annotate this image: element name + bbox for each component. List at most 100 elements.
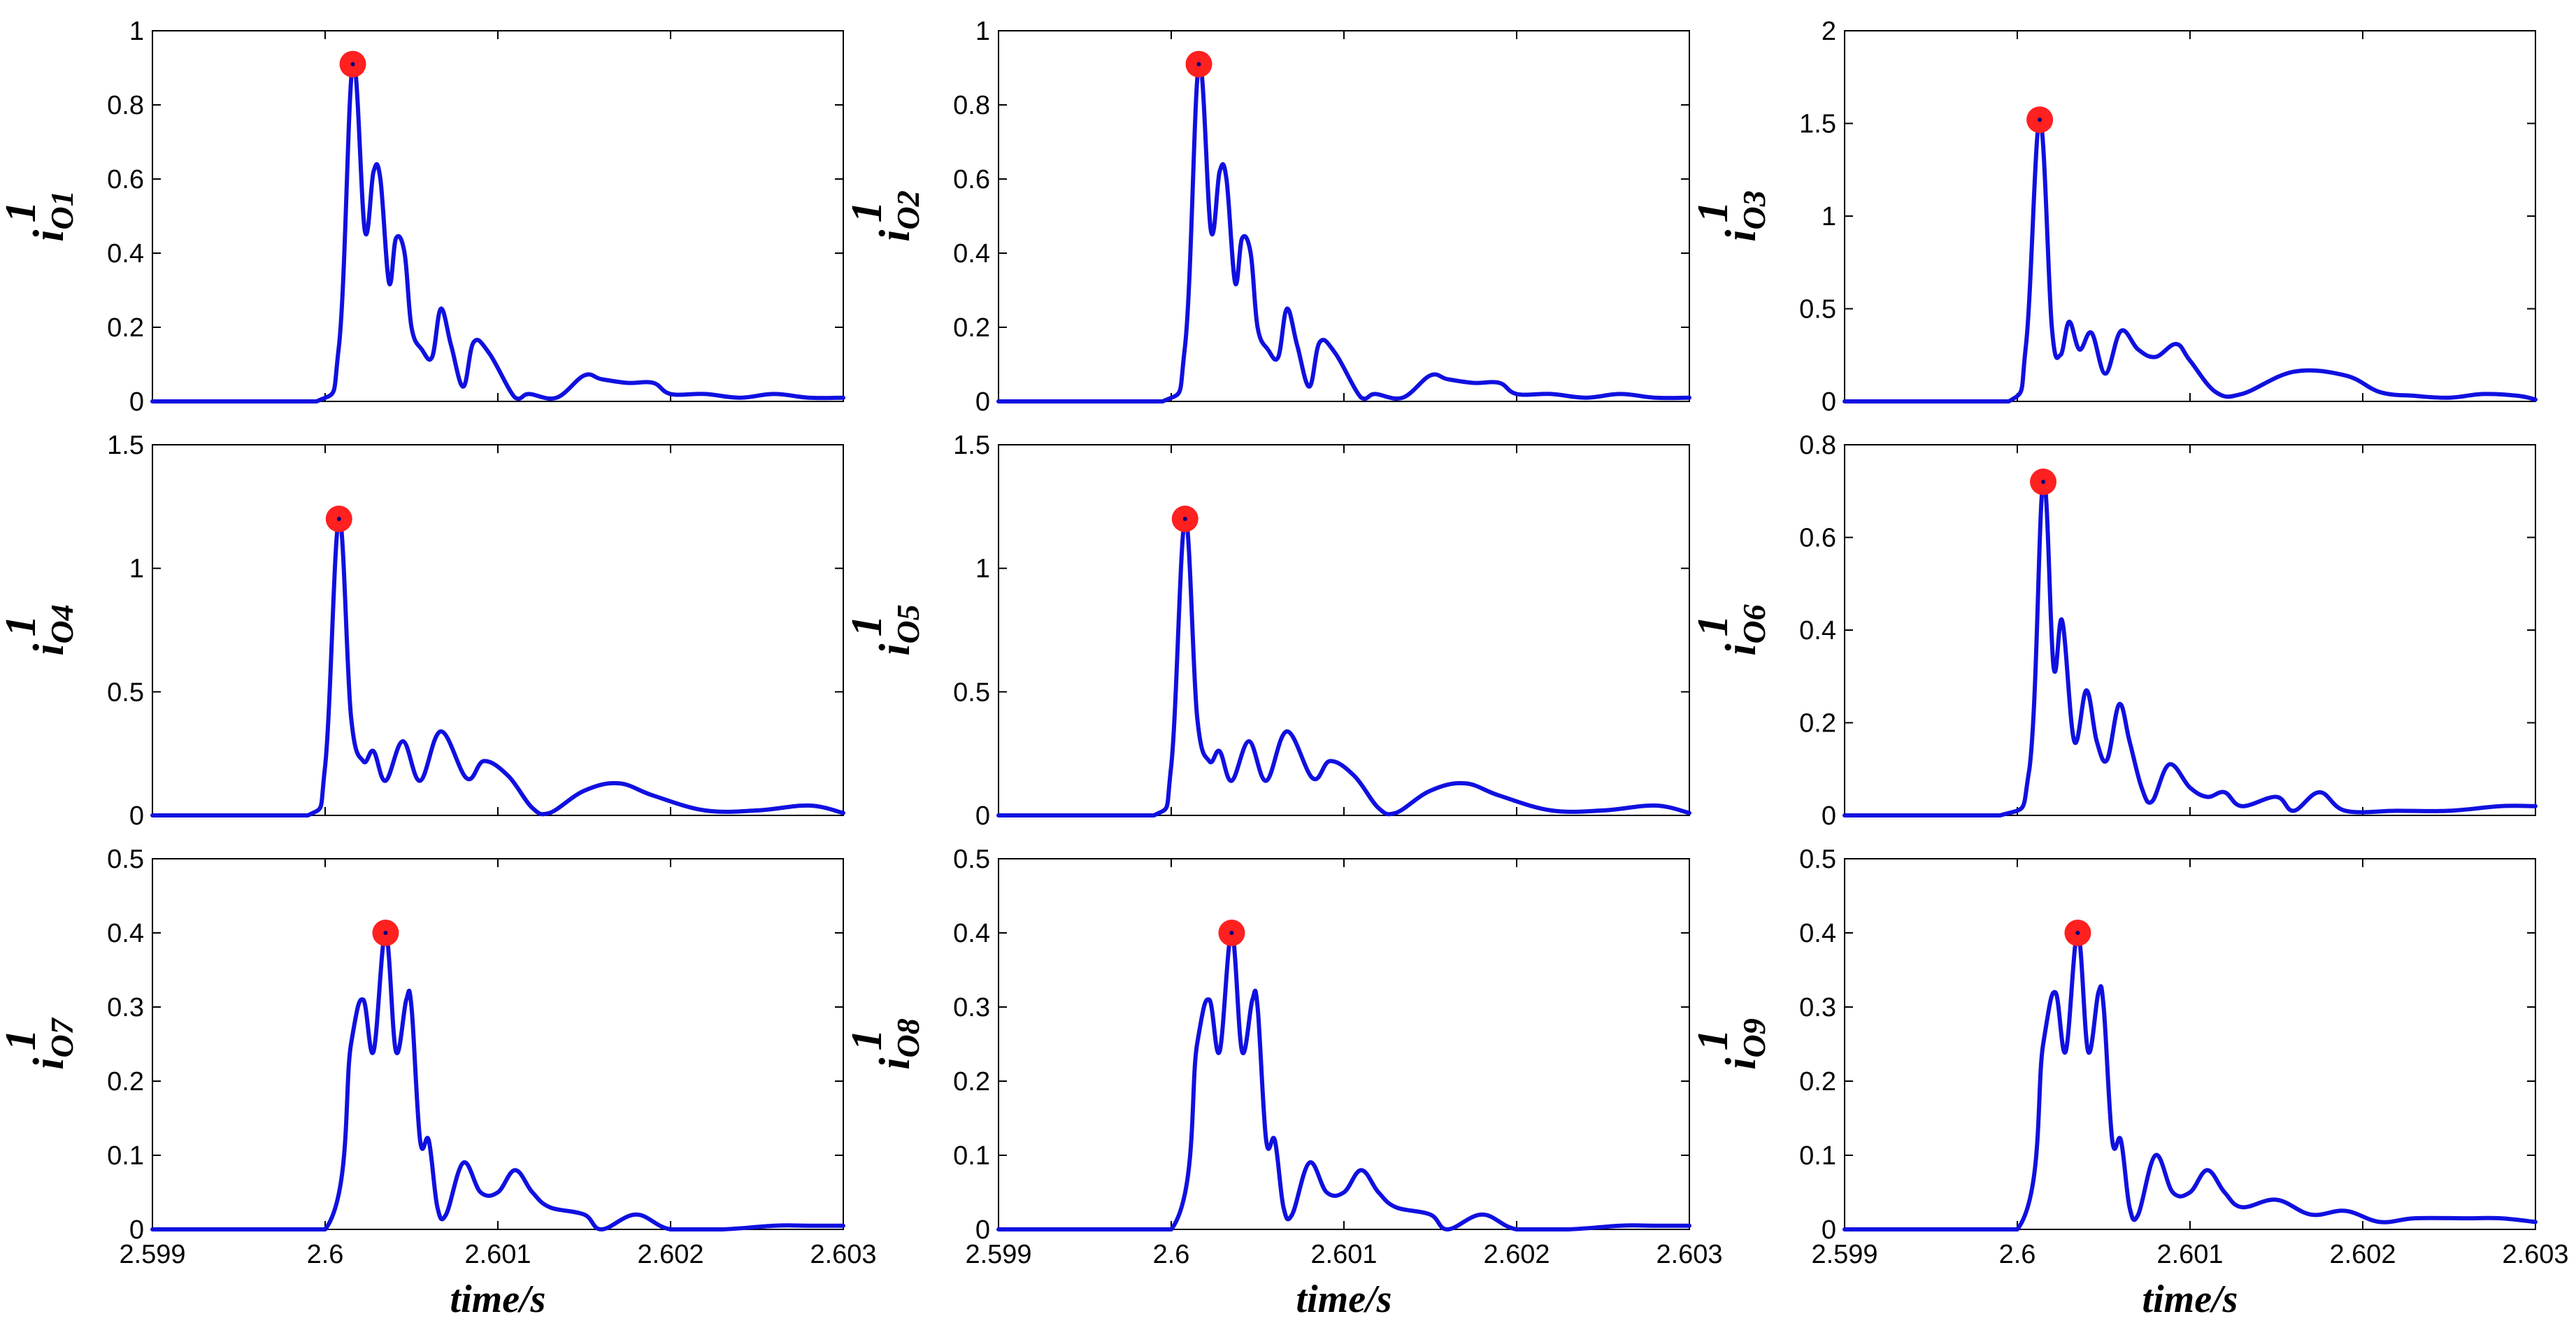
y-tick-label: 0.3 [1799,993,1836,1022]
y-axis-label-9: iO9 [1717,1018,1772,1069]
y-label-subscript: O2 [890,190,926,229]
y-label-superscript: 1 [0,201,45,223]
y-tick-label: 1 [129,17,144,46]
x-tick-label: 2.6 [1999,1240,2036,1269]
y-label-base: i [1717,230,1765,242]
y-label-superscript: 1 [843,1029,891,1051]
y-label-base: i [25,644,73,656]
y-label-subscript: O8 [890,1018,926,1057]
x-tick-label: 2.603 [810,1240,876,1269]
y-axis-label-8: iO8 [871,1018,926,1069]
y-tick-label: 1 [975,17,990,46]
y-tick-label: 0.2 [953,1067,990,1097]
y-tick-label: 0.2 [953,313,990,343]
x-axis-label-7: time/s [450,1278,546,1321]
y-tick-label: 0.4 [107,239,144,269]
x-tick-label: 2.599 [965,1240,1031,1269]
peak-marker-center-6 [2041,480,2046,484]
y-tick-label: 0.5 [1799,295,1836,324]
series-line-7 [150,931,845,1232]
y-label-base: i [25,230,73,242]
y-tick-label: 0.3 [953,993,990,1022]
y-tick-label: 0 [975,801,990,831]
y-tick-label: 0.4 [953,239,990,269]
y-axis-label-6: iO6 [1717,604,1772,655]
y-tick-label: 0 [129,1215,144,1245]
y-label-base: i [871,1058,919,1070]
y-tick-label: 1 [1822,202,1836,231]
y-label-subscript: O1 [44,190,80,229]
x-tick-label: 2.6 [307,1240,344,1269]
y-label-subscript: O9 [1736,1018,1772,1057]
plot-area-7 [152,858,844,1230]
peak-marker-center-3 [2038,117,2042,122]
x-tick-label: 2.599 [119,1240,185,1269]
subplot-grid: 00.20.40.60.81iO1100.20.40.60.81iO2100.5… [0,17,2569,1321]
y-tick-label: 0.4 [953,919,990,948]
x-tick-label: 2.602 [637,1240,703,1269]
y-tick-label: 0 [1822,1215,1836,1245]
y-label-subscript: O4 [44,604,80,643]
y-tick-label: 1 [975,555,990,584]
y-label-subscript: O7 [44,1017,80,1057]
plot-area-1 [152,30,844,402]
x-tick-label: 2.6 [1153,1240,1190,1269]
y-axis-label-4: iO4 [25,604,80,655]
y-tick-label: 0.1 [107,1141,144,1171]
subplot-9: 0 0.1 0.2 0.3 0.4 0.5 2.599 2.6 2.601 2.602 2.603 i… [1689,845,2569,1321]
y-tick-label: 0.4 [1799,919,1836,948]
subplot-7: 0 0.1 0.2 0.3 0.4 0.5 2.599 2.6 2.601 2.602 2.603 i… [0,845,877,1321]
y-axis-label-1: iO1 [25,190,80,241]
plot-area-6 [1844,444,2536,816]
y-label-base: i [1717,644,1765,656]
x-tick-label: 2.601 [464,1240,531,1269]
x-axis-label-9: time/s [2142,1278,2238,1321]
y-tick-label: 0.3 [107,993,144,1022]
peak-marker-center-8 [1229,931,1234,935]
subplot-8: 0 0.1 0.2 0.3 0.4 0.5 2.599 2.6 2.601 2.602 2.603 i… [843,845,1723,1321]
y-tick-label: 1 [129,555,144,584]
y-tick-label: 0.6 [953,165,990,194]
y-tick-label: 0.4 [1799,616,1836,645]
series-line-8 [996,931,1691,1232]
y-tick-label: 0.1 [1799,1141,1836,1171]
y-axis-label-5: iO5 [871,604,926,655]
series-line-9 [1842,931,2538,1231]
y-label-superscript: 1 [1689,615,1737,637]
y-tick-label: 0 [129,387,144,417]
y-label-subscript: O6 [1736,604,1772,643]
y-label-base: i [871,230,919,242]
y-tick-label: 0.2 [107,313,144,343]
y-label-superscript: 1 [0,1029,45,1051]
peak-marker-center-7 [383,931,388,935]
y-tick-label: 1.5 [107,431,144,460]
y-axis-label-3: iO3 [1717,190,1772,241]
y-tick-label: 0.6 [1799,524,1836,553]
y-label-superscript: 1 [1689,201,1737,223]
y-tick-label: 0 [975,1215,990,1245]
x-tick-label: 2.603 [1656,1240,1722,1269]
y-tick-label: 0.2 [107,1067,144,1097]
y-label-base: i [25,1058,73,1070]
y-label-superscript: 1 [843,615,891,637]
y-label-base: i [871,644,919,656]
peak-marker-center-9 [2075,931,2080,935]
y-tick-label: 0.8 [1799,431,1836,460]
y-tick-label: 2 [1822,17,1836,46]
y-axis-label-7: iO7 [25,1017,80,1069]
y-tick-label: 0.8 [953,91,990,120]
y-tick-label: 0 [975,387,990,417]
x-tick-label: 2.599 [1811,1240,1877,1269]
y-tick-label: 0.5 [953,845,990,874]
peak-marker-center-2 [1196,62,1201,66]
y-tick-label: 0.5 [953,678,990,707]
plot-area-3 [1844,30,2536,402]
y-tick-label: 0.5 [107,678,144,707]
peak-marker-center-4 [336,517,341,521]
